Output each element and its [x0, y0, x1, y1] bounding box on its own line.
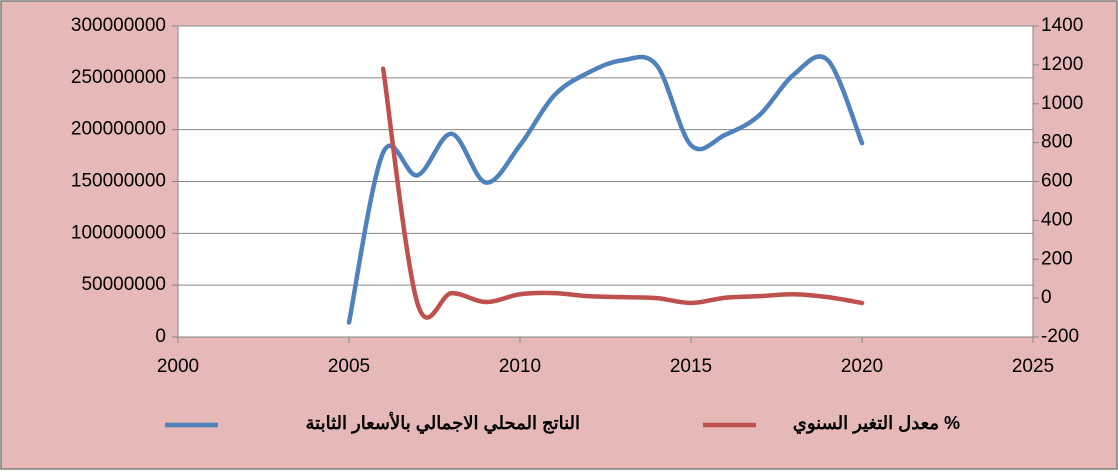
x-tick-label: 2000	[157, 356, 199, 377]
y-tick-label: 0	[155, 326, 166, 347]
x-tick-label: 2005	[328, 356, 370, 377]
x-tick-label: 2015	[670, 356, 712, 377]
x-tick-label: 2010	[499, 356, 541, 377]
y2-tick-label: -200	[1041, 326, 1079, 347]
y2-tick-label: 600	[1041, 171, 1073, 192]
x-tick-label: 2020	[841, 356, 883, 377]
y-tick-label: 250000000	[71, 67, 166, 88]
y2-tick-label: 400	[1041, 209, 1073, 230]
y2-tick-label: 800	[1041, 132, 1073, 153]
y-tick-label: 100000000	[71, 222, 166, 243]
y2-tick-label: 1000	[1041, 93, 1083, 114]
y2-tick-label: 1400	[1041, 15, 1083, 36]
y2-tick-label: 200	[1041, 248, 1073, 269]
legend-label: معدل التغير السنوي %	[793, 413, 960, 434]
y-tick-label: 150000000	[71, 171, 166, 192]
series-line	[380, 66, 865, 320]
y-tick-label: 50000000	[81, 274, 166, 295]
series-line	[346, 54, 865, 325]
x-tick-label: 2025	[1012, 356, 1054, 377]
y2-tick-label: 1200	[1041, 54, 1083, 75]
y2-tick-label: 0	[1041, 287, 1052, 308]
y-tick-label: 300000000	[71, 15, 166, 36]
y-tick-label: 200000000	[71, 119, 166, 140]
legend-label: الناتج المحلي الاجمالي بالأسعار الثابتة	[306, 411, 580, 434]
